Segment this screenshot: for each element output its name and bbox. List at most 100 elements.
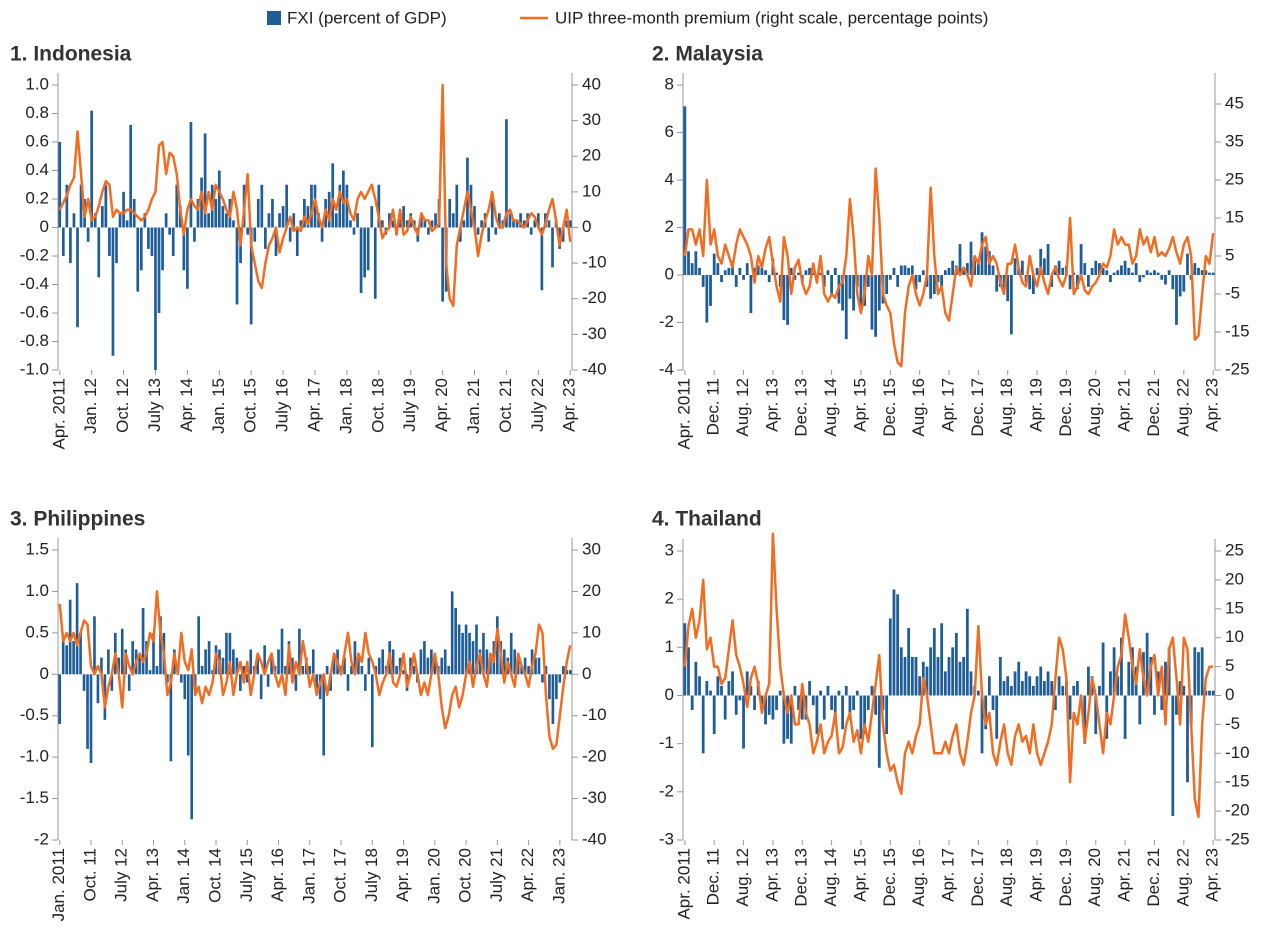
bar <box>932 628 936 696</box>
bar <box>182 227 186 271</box>
bar <box>1120 637 1123 696</box>
bar <box>1127 267 1131 275</box>
x-tick-label: Aug. 18 <box>997 848 1016 907</box>
bar <box>1028 275 1032 290</box>
bar <box>778 690 782 696</box>
bar <box>558 674 562 683</box>
bar <box>523 657 527 675</box>
bar <box>356 213 359 228</box>
y2-tick-label: -20 <box>1225 801 1250 820</box>
bar <box>1002 681 1006 696</box>
bar <box>841 695 844 730</box>
y2-tick-label: 30 <box>582 110 601 129</box>
y2-tick-label: -30 <box>582 324 607 343</box>
x-tick-label: Apr. 2011 <box>674 378 693 450</box>
y2-tick-label: -15 <box>1225 772 1250 791</box>
bar <box>775 695 778 710</box>
bar <box>1020 681 1024 696</box>
bar <box>127 674 131 691</box>
bar <box>1035 676 1039 696</box>
bar <box>1013 671 1017 696</box>
bar <box>537 657 541 675</box>
bar <box>954 632 958 696</box>
x-tick-label: Aug. 22 <box>1173 378 1192 437</box>
bar <box>292 213 296 228</box>
bar <box>245 674 249 683</box>
bar <box>350 666 353 675</box>
bar <box>72 213 76 228</box>
bar <box>903 656 907 696</box>
bar <box>852 695 856 710</box>
x-tick-label: Jan. 2011 <box>49 848 68 921</box>
bar <box>242 666 246 675</box>
bar <box>859 275 863 311</box>
y2-tick-label: -5 <box>1225 283 1240 302</box>
bar <box>457 624 461 675</box>
bar <box>958 244 962 275</box>
y-tick-label: 4 <box>665 169 674 188</box>
bar <box>402 670 405 675</box>
bar <box>767 275 771 283</box>
x-tick-label: Aug. 16 <box>909 848 928 907</box>
bar <box>1127 661 1131 696</box>
bar <box>1054 695 1057 710</box>
bar <box>1142 275 1145 278</box>
bar <box>96 674 100 704</box>
y2-tick-label: -30 <box>582 788 607 807</box>
x-tick-label: July 18 <box>362 848 381 902</box>
bar <box>1160 695 1164 710</box>
bar <box>1006 676 1010 696</box>
bar <box>1017 661 1021 696</box>
bar <box>698 676 701 696</box>
bar <box>434 213 437 228</box>
bar <box>965 263 969 275</box>
x-tick-label: Apr. 17 <box>304 378 323 432</box>
y2-tick-label: -25 <box>1225 829 1250 848</box>
x-tick-label: Apr. 19 <box>1027 378 1046 432</box>
bar <box>1006 275 1010 302</box>
bar <box>1109 275 1112 283</box>
bar <box>412 666 416 675</box>
bar <box>65 184 69 228</box>
bar <box>775 272 778 275</box>
bar <box>1079 244 1083 275</box>
bar <box>61 227 65 256</box>
bar <box>313 184 317 228</box>
bar <box>764 270 767 275</box>
bar <box>489 657 492 675</box>
x-tick-label: July 12 <box>112 848 131 902</box>
x-tick-label: Dec. 13 <box>792 848 811 907</box>
bar <box>771 695 775 720</box>
bar <box>1156 272 1160 275</box>
bar <box>482 632 485 675</box>
bar <box>232 220 235 228</box>
bar <box>325 666 329 675</box>
bar <box>976 260 980 275</box>
y2-tick-label: 0 <box>582 664 591 683</box>
bar <box>164 213 168 228</box>
bar <box>430 649 433 675</box>
bar <box>1050 681 1054 696</box>
bar <box>687 647 690 696</box>
bar <box>1145 270 1149 275</box>
bar <box>734 275 738 287</box>
bar <box>896 275 900 287</box>
bar <box>370 674 374 748</box>
x-tick-label: Apr. 15 <box>850 848 869 902</box>
bar <box>1057 260 1061 275</box>
bar <box>447 666 451 675</box>
bar <box>1182 275 1186 292</box>
bar <box>800 695 804 720</box>
y-tick-label: 3 <box>665 540 674 559</box>
x-tick-label: Jan. 21 <box>464 378 483 434</box>
bar <box>561 666 565 675</box>
x-tick-label: Apr. 17 <box>938 378 957 432</box>
bar <box>541 674 544 683</box>
y-tick-label: -0.5 <box>20 705 49 724</box>
bar <box>1182 685 1186 696</box>
x-tick-label: Aug. 20 <box>1085 378 1104 437</box>
x-tick-label: Apr. 20 <box>432 378 451 432</box>
bar <box>82 674 86 691</box>
y-tick-label: -2 <box>659 781 674 800</box>
legend: FXI (percent of GDP) UIP three-month pre… <box>267 8 988 27</box>
